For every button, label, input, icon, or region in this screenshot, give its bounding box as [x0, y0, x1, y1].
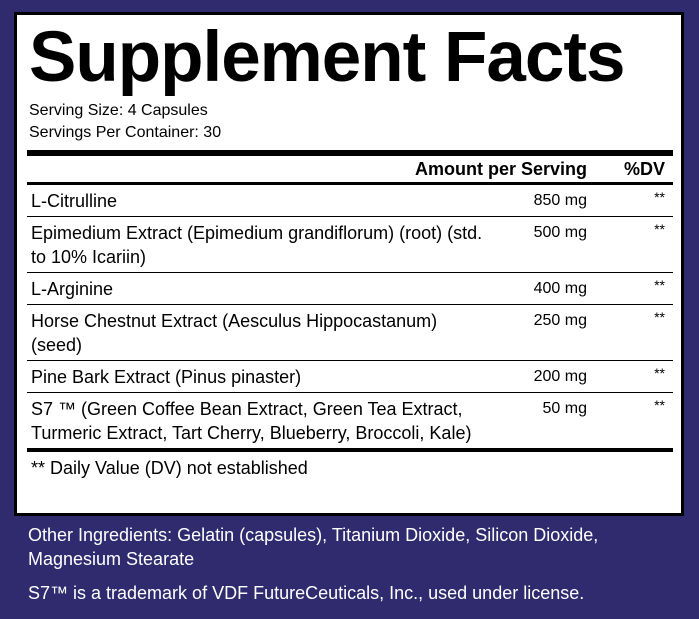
amount: 50 mg: [542, 400, 587, 417]
other-ingredients: Other Ingredients: Gelatin (capsules), T…: [28, 525, 599, 569]
ingredient-name: Horse Chestnut Extract (Aesculus Hippoca…: [31, 311, 438, 355]
table-row: Epimedium Extract (Epimedium grandifloru…: [27, 217, 673, 273]
amount: 400 mg: [533, 280, 587, 297]
daily-value: **: [654, 189, 665, 205]
amount: 200 mg: [533, 368, 587, 385]
daily-value: **: [654, 277, 665, 293]
facts-panel: Supplement Facts Serving Size: 4 Capsule…: [14, 12, 684, 516]
daily-value: **: [654, 309, 665, 325]
ingredient-name: Pine Bark Extract (Pinus pinaster): [31, 367, 302, 387]
ingredient-name: S7 ™ (Green Coffee Bean Extract, Green T…: [31, 399, 472, 443]
footnote: ** Daily Value (DV) not established: [31, 458, 308, 478]
serving-size: Serving Size: 4 Capsules: [29, 102, 208, 119]
table-body: L-Citrulline 850 mg ** Epimedium Extract (E…: [27, 185, 673, 452]
daily-value: **: [654, 221, 665, 237]
header-amount: Amount per Serving: [414, 159, 587, 179]
table-header: Amount per Serving %DV: [27, 156, 673, 185]
daily-value: **: [654, 397, 665, 413]
amount: 500 mg: [533, 224, 587, 241]
trademark: S7™ is a trademark of VDF FutureCeutical…: [28, 583, 585, 603]
table-row: L-Arginine 400 mg **: [27, 273, 673, 305]
table-row: S7 ™ (Green Coffee Bean Extract, Green T…: [27, 393, 673, 452]
servings-per-container: Servings Per Container: 30: [29, 124, 222, 141]
title: Supplement Facts: [29, 18, 626, 97]
daily-value: **: [654, 365, 665, 381]
amount: 250 mg: [533, 312, 587, 329]
ingredient-name: L-Citrulline: [31, 191, 118, 211]
amount: 850 mg: [533, 192, 587, 209]
header-dv: %DV: [623, 159, 665, 179]
ingredient-name: Epimedium Extract (Epimedium grandifloru…: [31, 223, 483, 267]
rule: [27, 150, 673, 156]
ingredient-name: L-Arginine: [31, 279, 114, 299]
table-row: Horse Chestnut Extract (Aesculus Hippoca…: [27, 305, 673, 361]
table-row: Pine Bark Extract (Pinus pinaster) 200 mg…: [27, 361, 673, 393]
table-row: L-Citrulline 850 mg **: [27, 185, 673, 217]
